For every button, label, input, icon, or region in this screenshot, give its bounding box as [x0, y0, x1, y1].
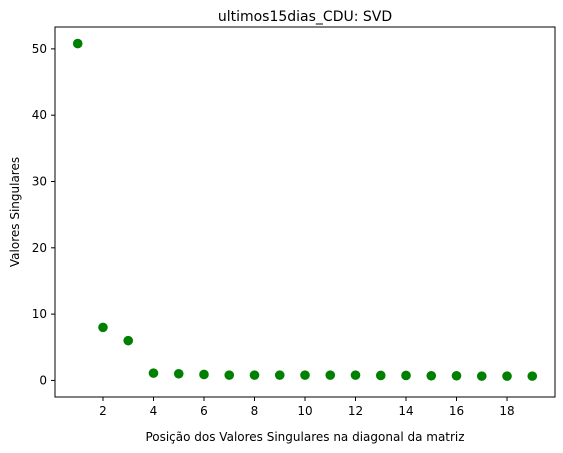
- y-tick-label: 0: [39, 373, 47, 387]
- data-point: [274, 370, 285, 380]
- x-tick-label: 10: [297, 404, 312, 418]
- data-point: [148, 368, 159, 378]
- x-tick-label: 2: [99, 404, 107, 418]
- data-point: [476, 371, 487, 381]
- y-tick-label: 10: [32, 307, 47, 321]
- x-tick-label: 18: [499, 404, 514, 418]
- data-point: [350, 370, 361, 380]
- y-tick-label: 20: [32, 241, 47, 255]
- x-tick-label: 12: [348, 404, 363, 418]
- data-point: [224, 370, 235, 380]
- x-tick-label: 4: [150, 404, 158, 418]
- data-point: [98, 322, 108, 333]
- y-axis-label: Valores Singulares: [8, 157, 22, 267]
- data-point: [527, 371, 538, 381]
- data-point: [173, 368, 184, 379]
- data-point: [325, 370, 336, 380]
- data-point: [426, 370, 437, 381]
- data-point: [300, 370, 310, 380]
- x-tick-label: 8: [251, 404, 259, 418]
- data-point: [451, 370, 462, 381]
- x-axis: 2 4 6 8 10 12 14 16 18: [99, 397, 515, 418]
- x-tick-label: 16: [449, 404, 464, 418]
- data-point: [375, 370, 386, 381]
- data-point: [401, 370, 411, 381]
- data-point: [72, 38, 83, 49]
- x-tick-label: 6: [200, 404, 208, 418]
- chart-title: ultimos15dias_CDU: SVD: [218, 9, 392, 25]
- y-tick-label: 30: [32, 174, 47, 188]
- y-tick-label: 40: [32, 108, 47, 122]
- x-tick-label: 14: [398, 404, 413, 418]
- x-axis-label: Posição dos Valores Singulares na diagon…: [145, 430, 464, 444]
- y-tick-label: 50: [32, 42, 47, 56]
- y-axis: 0 10 20 30 40 50: [32, 42, 55, 387]
- plot-area: [72, 38, 538, 381]
- data-point: [199, 369, 209, 380]
- data-point: [123, 335, 134, 346]
- data-point: [502, 371, 512, 381]
- data-point: [249, 370, 260, 380]
